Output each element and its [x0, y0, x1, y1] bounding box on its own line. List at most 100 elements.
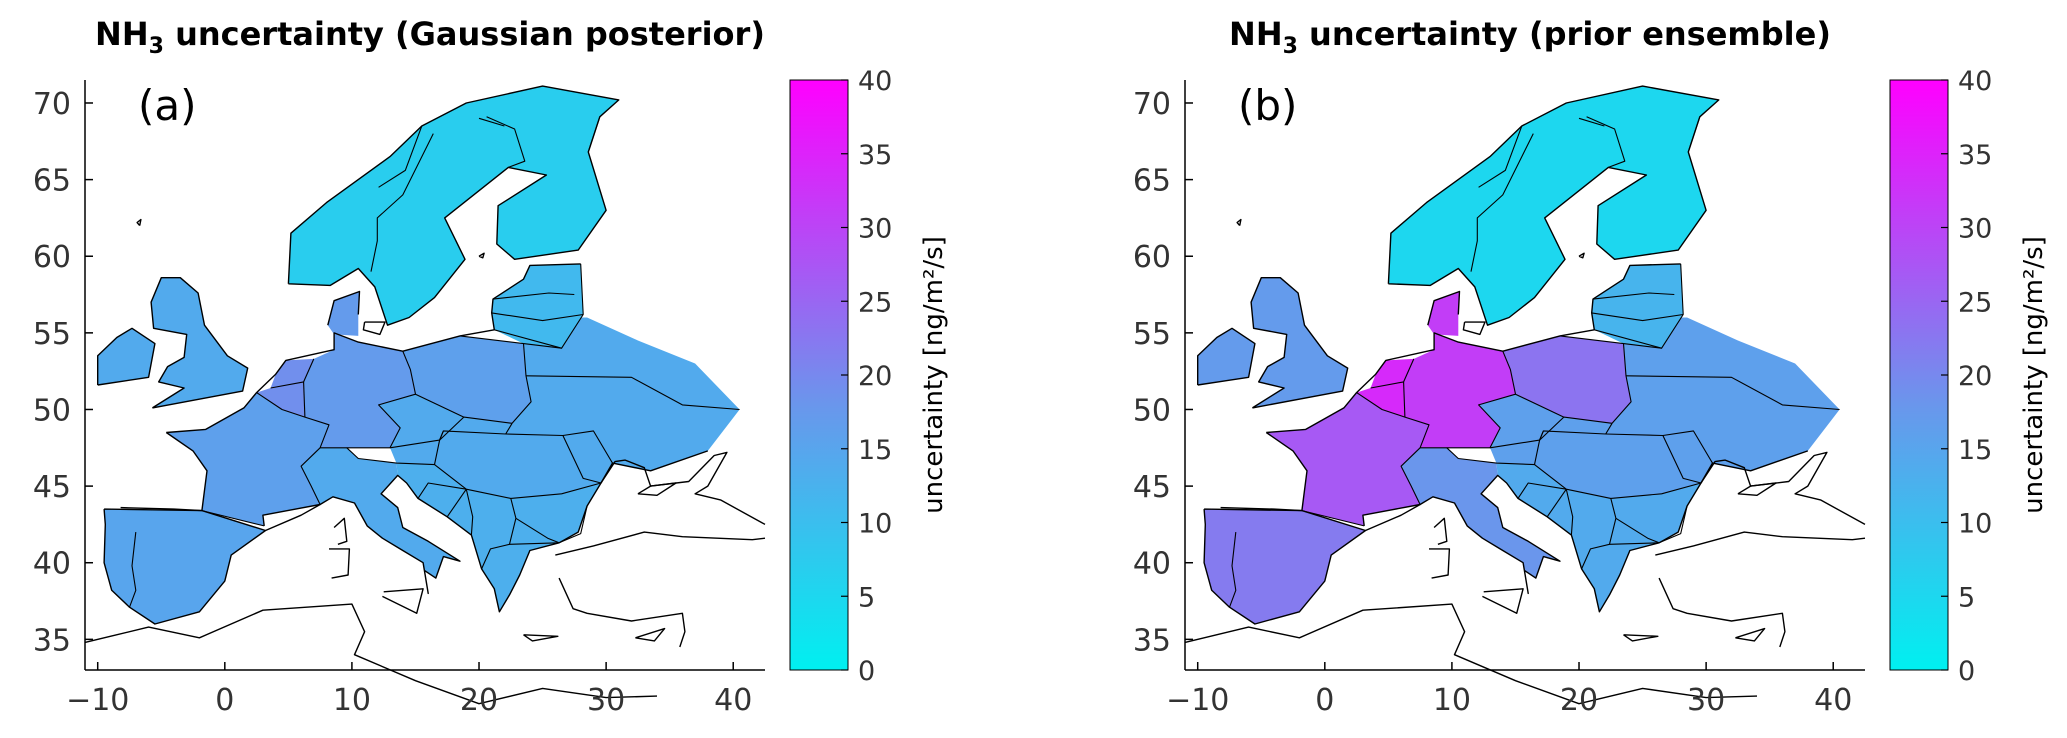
panel-b-region-balkans	[1496, 463, 1701, 612]
panel-b-border-29	[1470, 133, 1534, 272]
panel-b-colorbar-tick-label: 5	[1958, 582, 1975, 613]
panel-b-coastline-1	[1266, 263, 1681, 434]
panel-b-region-british-isles	[1251, 277, 1348, 408]
panel-b-border-14	[1658, 505, 1688, 544]
panel-b-border-15	[1609, 542, 1660, 545]
panel-a-coastline-9	[329, 548, 351, 579]
panel-a-border-23	[491, 312, 584, 322]
panel-b-coastline-23	[1220, 506, 1302, 512]
panel-a-map-area	[84, 80, 766, 705]
panel-b-coastline-12	[1735, 627, 1766, 642]
panel-a-border-22	[494, 329, 562, 349]
panel-a-border-13	[515, 517, 560, 544]
panel-b-borders	[1184, 85, 1866, 705]
panel-b-x-tick-label: 20	[1560, 683, 1598, 718]
panel-a-label: (a)	[138, 81, 197, 130]
panel-b-coastline-0	[1203, 508, 1367, 625]
panel-a-border-10	[433, 430, 444, 465]
panel-b-region-france	[1266, 392, 1429, 526]
panel-a-colorbar-tick-label: 15	[858, 435, 892, 466]
panel-b-region-denmark	[1427, 291, 1460, 336]
panel-b-colorbar-label: uncertainty [ng/m²/s]	[2019, 236, 2049, 514]
panel-a-border-0	[201, 510, 265, 527]
panel-a-coastline-0	[103, 508, 267, 625]
panel-b-border-4	[1403, 381, 1406, 418]
panel-b-y-ticks: 35 40 45 50 55 60 65 70	[1133, 87, 1193, 658]
panel-a-title-subscript: 3	[149, 34, 164, 59]
panel-b-coastline-4	[1250, 277, 1349, 409]
panel-a-colorbar-tick-label: 10	[858, 509, 892, 540]
panel-b-title-species: NH	[1229, 15, 1283, 53]
panel-a-y-tick-label: 65	[33, 164, 71, 199]
panel-a-coastline-8	[333, 517, 348, 545]
panel-a-coastline-12	[635, 627, 666, 642]
panel-b-x-tick-label: 10	[1433, 683, 1471, 718]
panel-a-y-tick-label: 55	[33, 317, 71, 352]
panel-b-border-16	[1565, 489, 1574, 536]
panel-a-region-benelux	[256, 358, 314, 418]
panel-b-region-baltics	[1591, 263, 1684, 321]
panel-b-colorbar-tick-label: 25	[1958, 287, 1992, 318]
panel-b-x-tick-label: 30	[1687, 683, 1725, 718]
panel-a-y-tick-label: 50	[33, 393, 71, 428]
panel-b-border-27	[1586, 116, 1626, 168]
panel-b-colorbar-tick-label: 35	[1958, 140, 1992, 171]
panel-a-border-11	[505, 433, 602, 484]
panel-b-border-1	[1228, 532, 1237, 608]
panel-b-title-rest: uncertainty (prior ensemble)	[1298, 15, 1831, 53]
panel-a-border-1	[128, 532, 137, 608]
panel-b-border-13	[1615, 517, 1660, 544]
panel-a-x-tick-label: 30	[587, 683, 625, 718]
panel-b-coastline-8	[1433, 517, 1448, 545]
panel-a-colorbar-tick-label: 25	[858, 287, 892, 318]
panel-a-border-20	[525, 375, 740, 411]
panel-b-coastline-20	[1236, 218, 1242, 227]
panel-a-title-rest: uncertainty (Gaussian posterior)	[164, 15, 765, 53]
panel-a: NH3 uncertainty (Gaussian posterior) −10…	[33, 15, 949, 718]
panel-a-coastline-11	[523, 634, 559, 642]
panel-a-border-25	[562, 430, 613, 464]
panel-b-y-tick-label: 55	[1133, 317, 1171, 352]
panel-b-border-28	[1687, 116, 1701, 153]
panel-a-border-21	[523, 263, 584, 349]
panel-a-coastline-22	[265, 503, 321, 532]
panel-a-region-balkans	[396, 463, 601, 612]
panel-b-border-7	[1489, 416, 1613, 449]
panel-a-title: NH3 uncertainty (Gaussian posterior)	[95, 15, 765, 59]
panel-a-coastline-7	[327, 290, 361, 326]
panel-b-coastline-2	[1265, 431, 1308, 511]
panel-a-region-poland	[402, 335, 532, 424]
panel-b-region-italy	[1401, 447, 1560, 594]
panel-a-coastline-16	[650, 451, 766, 526]
panel-b-label: (b)	[1238, 81, 1297, 130]
panel-a-border-7	[389, 416, 513, 449]
panel-b-coastline-16	[1750, 451, 1866, 526]
panel-a-colorbar-tick-label: 40	[858, 66, 892, 97]
panel-a-border-8	[415, 393, 465, 418]
panel-a-colorbar-ticks: 0 5 10 15 20 25 30 35 40	[841, 66, 892, 687]
panel-a-colorbar: 0 5 10 15 20 25 30 35 40 uncertainty [ng/m²/s]	[789, 66, 949, 687]
panel-a-coastline-5	[97, 327, 156, 386]
panel-b-border-24	[1592, 292, 1675, 300]
panel-a-coastline-10	[382, 588, 424, 614]
panel-a-colorbar-tick-label: 30	[858, 214, 892, 245]
panel-b-coastline-5	[1197, 327, 1256, 386]
panel-a-border-29	[370, 133, 434, 272]
panel-b-y-tick-label: 50	[1133, 393, 1171, 428]
panel-a-coastline-14	[555, 531, 766, 556]
panel-a-coastline-23	[120, 506, 202, 512]
panel-b-border-20	[1625, 375, 1840, 411]
panel-b-coastline-7	[1427, 290, 1461, 326]
panel-b-colorbar-tick-label: 0	[1958, 656, 1975, 687]
panel-a-border-14	[558, 505, 588, 544]
panel-a-regions	[97, 86, 740, 624]
panel-a-region-iberia	[104, 509, 266, 624]
panel-a-region-germany	[303, 332, 416, 448]
panel-b-y-tick-label: 70	[1133, 87, 1171, 122]
panel-a-border-30	[478, 117, 505, 127]
panel-b-border-10	[1533, 430, 1544, 465]
panel-b-border-17	[1517, 482, 1567, 499]
panel-a-border-17	[417, 482, 467, 499]
panel-b-region-iberia	[1204, 509, 1366, 624]
